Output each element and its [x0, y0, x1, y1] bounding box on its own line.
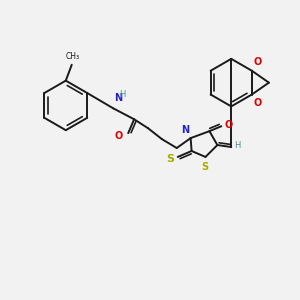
Text: O: O	[115, 131, 123, 141]
Text: O: O	[224, 120, 232, 130]
Text: S: S	[166, 154, 174, 164]
Text: H: H	[234, 140, 241, 149]
Text: S: S	[201, 162, 208, 172]
Text: H: H	[119, 91, 126, 100]
Text: O: O	[254, 98, 262, 109]
Text: N: N	[182, 125, 190, 135]
Text: N: N	[114, 93, 122, 103]
Text: O: O	[254, 57, 262, 67]
Text: CH₃: CH₃	[66, 52, 80, 61]
